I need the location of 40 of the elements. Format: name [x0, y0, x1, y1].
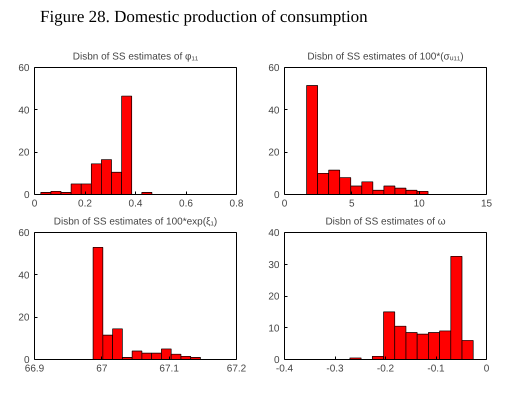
y-tick-label: 40: [268, 105, 280, 116]
y-tick-label: 0: [274, 190, 280, 201]
y-tick-label: 40: [268, 228, 280, 239]
x-tick-label: 0.8: [230, 198, 244, 210]
x-tick-label: 5: [349, 198, 356, 210]
y-tick-label: 40: [18, 270, 30, 282]
y-tick-label: 60: [268, 63, 280, 74]
y-tick-label: 40: [18, 105, 30, 116]
y-tick-label: 0: [24, 355, 30, 366]
x-tick-label: -0.3: [326, 364, 344, 374]
y-tick-label: 30: [268, 260, 280, 271]
y-tick-label: 20: [268, 148, 280, 159]
x-tick-label: 67: [96, 364, 108, 374]
x-tick-label: 10: [414, 198, 426, 210]
chart-title: Disbn of SS estimates of ω: [325, 216, 446, 228]
x-tick-label: 0.4: [128, 198, 143, 210]
y-tick-label: 10: [268, 323, 280, 334]
y-tick-label: 0: [24, 190, 30, 201]
chart-title: Disbn of SS estimates of 100*exp(ξ₁): [54, 216, 218, 228]
x-tick-label: -0.1: [427, 364, 446, 374]
y-tick-label: 20: [18, 148, 30, 159]
x-tick-label: 0.6: [179, 198, 194, 210]
chart-title: Disbn of SS estimates of φ₁₁: [72, 52, 199, 62]
y-tick-label: 20: [18, 312, 30, 324]
y-tick-label: 20: [268, 292, 280, 302]
y-tick-label: 60: [18, 63, 30, 74]
x-tick-label: 15: [480, 198, 492, 210]
x-tick-label: 67.1: [159, 364, 180, 374]
x-tick-label: 67.2: [226, 364, 247, 374]
caption: Figure 28. Domestic production of consumption: [40, 6, 368, 28]
x-tick-label: 66.9: [24, 364, 45, 374]
x-tick-label: 0: [282, 198, 288, 210]
x-tick-label: 0.2: [78, 198, 92, 210]
chart-title: Disbn of SS estimates of 100*(σᵤ₁₁): [307, 52, 464, 62]
x-tick-label: -0.4: [276, 364, 294, 374]
x-tick-label: -0.2: [376, 364, 395, 374]
y-tick-label: 60: [18, 228, 30, 239]
x-tick-label: 0: [484, 364, 490, 374]
x-tick-label: 0: [32, 198, 38, 210]
y-tick-label: 0: [274, 355, 280, 366]
